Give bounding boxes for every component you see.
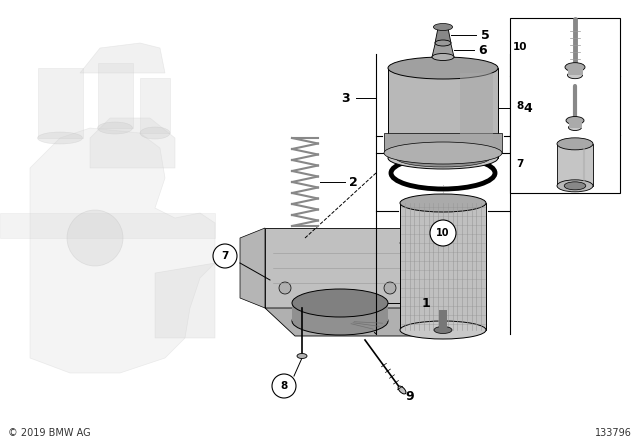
Polygon shape	[240, 228, 265, 308]
Ellipse shape	[38, 132, 83, 144]
Ellipse shape	[564, 182, 586, 190]
Ellipse shape	[388, 147, 498, 169]
Ellipse shape	[97, 122, 132, 134]
Bar	[439, 310, 447, 330]
Ellipse shape	[388, 57, 498, 79]
Ellipse shape	[433, 23, 452, 30]
Polygon shape	[30, 128, 215, 373]
Bar	[384, 133, 502, 153]
Bar	[460, 73, 493, 148]
Ellipse shape	[435, 40, 451, 46]
Circle shape	[430, 220, 456, 246]
Ellipse shape	[566, 116, 584, 125]
Circle shape	[272, 374, 296, 398]
Bar	[557, 144, 593, 186]
Ellipse shape	[432, 53, 454, 60]
Circle shape	[213, 244, 237, 268]
Ellipse shape	[434, 327, 452, 333]
Ellipse shape	[297, 353, 307, 358]
Ellipse shape	[395, 161, 491, 185]
Ellipse shape	[396, 149, 490, 167]
Circle shape	[384, 282, 396, 294]
Ellipse shape	[398, 386, 406, 394]
Polygon shape	[0, 213, 215, 238]
Text: 8: 8	[280, 381, 287, 391]
Bar	[400, 203, 486, 330]
Polygon shape	[155, 263, 215, 338]
Ellipse shape	[568, 72, 582, 79]
Polygon shape	[90, 118, 175, 168]
Bar	[265, 228, 415, 308]
Polygon shape	[80, 43, 165, 73]
Ellipse shape	[568, 125, 582, 130]
Polygon shape	[435, 27, 451, 43]
Ellipse shape	[557, 180, 593, 192]
Ellipse shape	[292, 307, 388, 335]
Ellipse shape	[400, 321, 486, 339]
Bar	[388, 68, 498, 158]
Ellipse shape	[400, 194, 486, 212]
Bar	[292, 303, 388, 321]
Text: 5: 5	[481, 29, 490, 42]
Text: 9: 9	[406, 389, 414, 402]
Polygon shape	[432, 43, 454, 57]
Ellipse shape	[384, 142, 502, 164]
Text: 2: 2	[349, 176, 357, 189]
Bar	[98, 63, 133, 128]
Bar	[140, 78, 170, 133]
Text: 4: 4	[524, 102, 532, 115]
Text: 7: 7	[221, 251, 228, 261]
Text: 7: 7	[516, 159, 524, 169]
Ellipse shape	[292, 289, 388, 317]
Text: © 2019 BMW AG: © 2019 BMW AG	[8, 428, 91, 438]
Bar	[568, 120, 582, 128]
Bar	[510, 18, 620, 193]
Text: 6: 6	[479, 43, 487, 56]
Text: 10: 10	[436, 228, 450, 238]
Text: 1: 1	[422, 297, 430, 310]
Text: 133796: 133796	[595, 428, 632, 438]
Ellipse shape	[565, 63, 585, 72]
Polygon shape	[265, 308, 445, 336]
Circle shape	[279, 282, 291, 294]
Bar	[568, 66, 582, 75]
Text: 10: 10	[513, 42, 527, 52]
Ellipse shape	[140, 127, 170, 139]
Ellipse shape	[557, 138, 593, 150]
Text: 8: 8	[516, 100, 524, 111]
Bar	[38, 68, 83, 138]
Circle shape	[67, 210, 123, 266]
Text: 3: 3	[342, 91, 350, 104]
Polygon shape	[415, 228, 445, 336]
